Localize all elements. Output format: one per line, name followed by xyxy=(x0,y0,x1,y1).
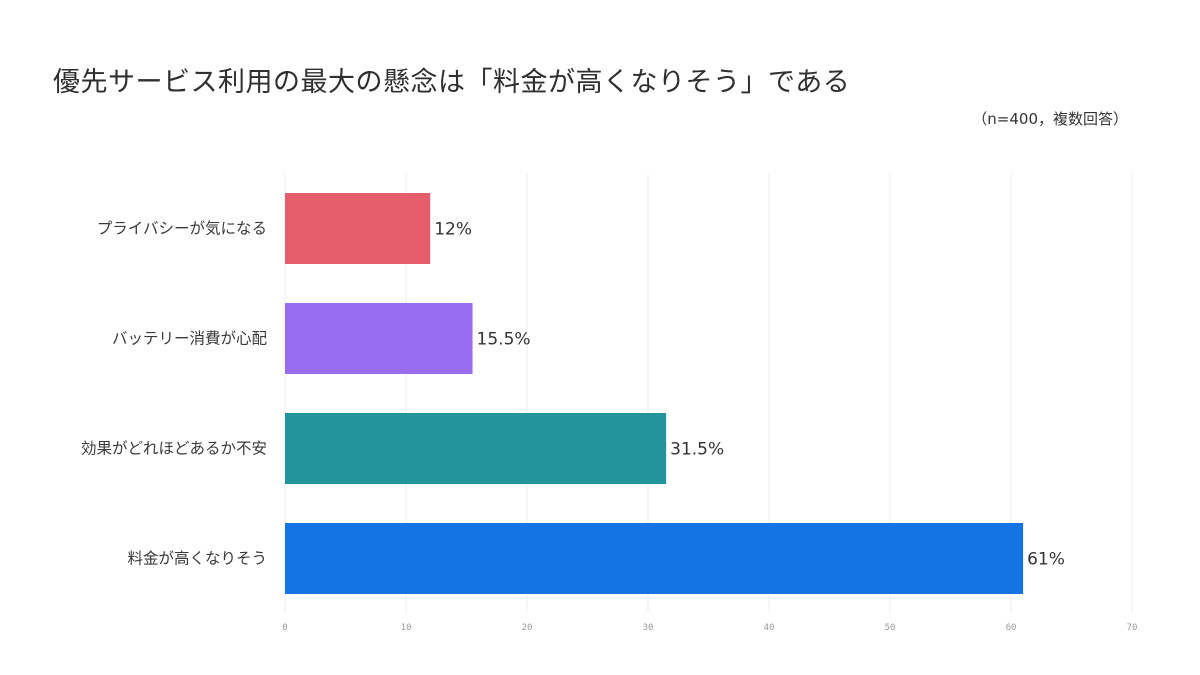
value-label: 61% xyxy=(1027,550,1065,570)
x-tick-label: 50 xyxy=(885,623,896,633)
x-tick-label: 40 xyxy=(764,623,775,633)
bar xyxy=(285,523,1024,594)
value-labels: 12% 15.5% 31.5% 61% xyxy=(434,220,1065,570)
chart-title: 優先サービス利用の最大の懸念は「料金が高くなりそう」である xyxy=(53,67,851,98)
x-tick-label: 10 xyxy=(401,623,412,633)
value-label: 12% xyxy=(434,220,472,240)
category-label: バッテリー消費が心配 xyxy=(112,330,267,348)
value-label: 15.5% xyxy=(477,330,531,350)
x-tick-label: 60 xyxy=(1006,623,1017,633)
x-axis-ticks: 0 10 20 30 40 50 60 70 xyxy=(282,623,1137,633)
x-tick-label: 20 xyxy=(522,623,533,633)
x-tick-label: 0 xyxy=(282,623,287,633)
category-label: 料金が高くなりそう xyxy=(127,550,267,568)
bars xyxy=(285,193,1024,594)
x-tick-label: 70 xyxy=(1127,623,1138,633)
x-tick-label: 30 xyxy=(643,623,654,633)
bar xyxy=(285,303,473,374)
category-label: 効果がどれほどあるか不安 xyxy=(81,440,267,458)
value-label: 31.5% xyxy=(670,440,724,460)
category-label: プライバシーが気になる xyxy=(97,220,267,238)
bar xyxy=(285,193,431,264)
category-labels: プライバシーが気になるバッテリー消費が心配効果がどれほどあるか不安料金が高くなり… xyxy=(81,220,267,568)
bar xyxy=(285,413,667,484)
sample-note: （n=400，複数回答） xyxy=(972,110,1128,128)
